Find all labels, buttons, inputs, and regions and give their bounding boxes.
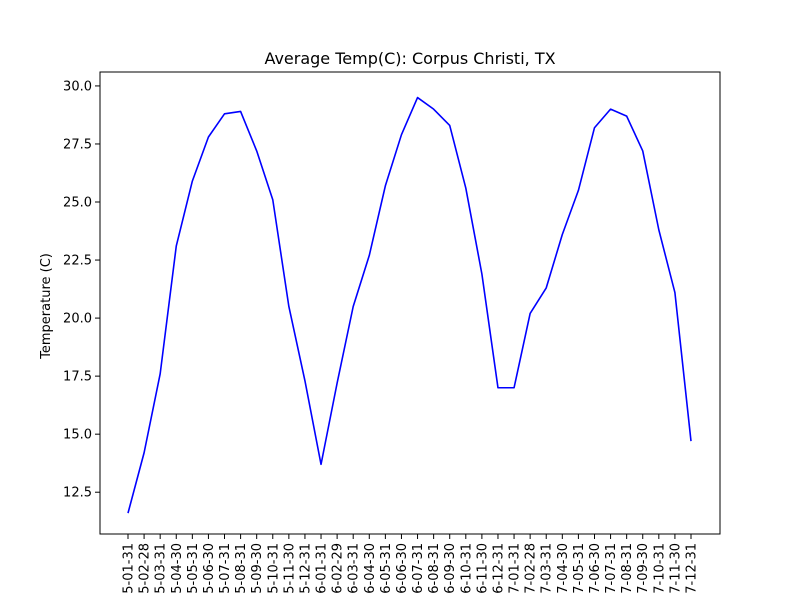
x-tick-label: 6-04-30	[363, 543, 378, 594]
x-tick-label: 5-01-31	[122, 543, 137, 594]
x-tick-label: 5-06-30	[202, 543, 217, 594]
x-tick-label: 7-07-31	[604, 543, 619, 594]
y-axis-label: Temperature (C)	[39, 253, 54, 360]
x-tick-label: 6-08-31	[427, 543, 442, 594]
x-tick-label: 7-04-30	[556, 543, 571, 594]
y-tick-label: 20.0	[63, 312, 92, 327]
x-tick-label: 6-05-31	[379, 543, 394, 594]
x-tick-label: 5-02-28	[138, 543, 153, 594]
y-tick-label: 22.5	[63, 254, 92, 269]
x-tick-label: 7-01-31	[508, 543, 523, 594]
x-tick-label: 5-11-30	[282, 543, 297, 594]
y-tick-label: 25.0	[63, 196, 92, 211]
y-axis: 12.5 15.0 17.5 20.0 22.5 25.0 27.5 30.0	[63, 79, 100, 501]
x-tick-label: 7-03-31	[540, 543, 555, 594]
x-tick-label: 5-03-31	[154, 543, 169, 594]
x-tick-label: 5-05-31	[186, 543, 201, 594]
x-tick-label: 6-06-30	[395, 543, 410, 594]
plot-frame	[99, 71, 721, 535]
x-tick-label: 7-11-30	[668, 543, 683, 594]
x-tick-label: 5-08-31	[234, 543, 249, 594]
temperature-series-line	[127, 96, 692, 514]
x-tick-label: 5-09-30	[250, 543, 265, 594]
x-tick-label: 5-07-31	[218, 543, 233, 594]
x-tick-label: 7-08-31	[620, 543, 635, 594]
x-tick-label: 7-12-31	[685, 543, 700, 594]
x-tick-label: 7-09-30	[636, 543, 651, 594]
chart-title: Average Temp(C): Corpus Christi, TX	[264, 49, 555, 68]
y-tick-label: 27.5	[63, 137, 92, 152]
x-tick-label: 6-11-30	[475, 543, 490, 594]
x-tick-label: 6-01-31	[315, 543, 330, 594]
x-tick-label: 6-10-31	[459, 543, 474, 594]
x-tick-label: 5-12-31	[298, 543, 313, 594]
x-tick-label: 6-02-29	[331, 543, 346, 594]
y-tick-label: 30.0	[63, 79, 92, 94]
x-tick-label: 6-03-31	[347, 543, 362, 594]
x-tick-label: 7-02-28	[524, 543, 539, 594]
x-tick-label: 6-12-31	[491, 543, 506, 594]
x-tick-label: 5-10-31	[266, 543, 281, 594]
y-tick-label: 17.5	[63, 370, 92, 385]
x-tick-label: 5-04-30	[170, 543, 185, 594]
y-tick-label: 15.0	[63, 428, 92, 443]
x-tick-label: 6-07-31	[411, 543, 426, 594]
x-tick-label: 6-09-30	[443, 543, 458, 594]
x-tick-label: 7-06-30	[588, 543, 603, 594]
x-tick-label: 7-10-31	[652, 543, 667, 594]
x-tick-label: 7-05-31	[572, 543, 587, 594]
x-axis: 5-01-31 5-02-28 5-03-31 5-04-30 5-05-31 5-06-…	[122, 534, 700, 594]
y-tick-label: 12.5	[63, 486, 92, 501]
